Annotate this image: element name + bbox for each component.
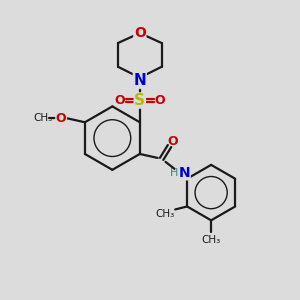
Text: O: O (134, 26, 146, 40)
Text: O: O (154, 94, 165, 107)
Text: N: N (134, 73, 146, 88)
Text: H: H (170, 168, 179, 178)
Text: O: O (56, 112, 66, 125)
Text: N: N (178, 166, 190, 180)
Text: O: O (167, 135, 178, 148)
Text: CH₃: CH₃ (156, 209, 175, 219)
Text: O: O (115, 94, 125, 107)
Text: CH₃: CH₃ (34, 113, 53, 123)
Text: CH₃: CH₃ (202, 235, 221, 245)
Text: S: S (134, 93, 145, 108)
